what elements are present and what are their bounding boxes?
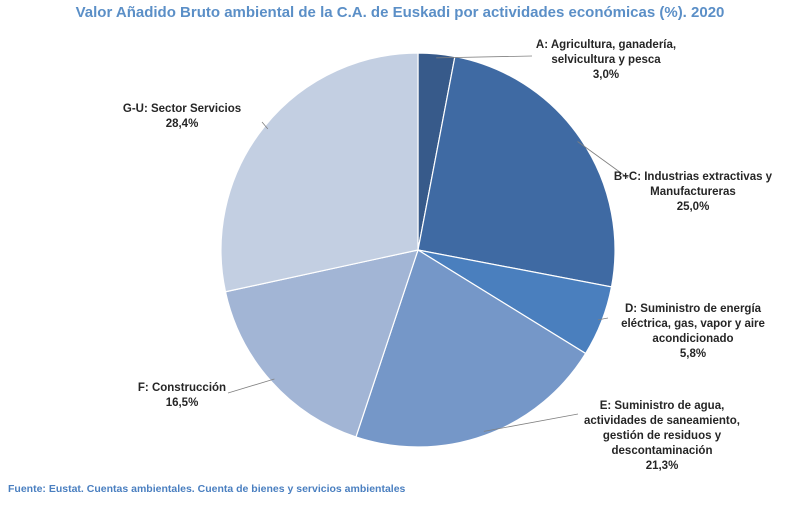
slice-value-label: 3,0% bbox=[593, 69, 619, 81]
slice-label: B+C: Industrias extractivas y Manufacture… bbox=[614, 171, 773, 213]
slice-name-label: E: Suministro de agua, bbox=[600, 400, 725, 412]
slice-name-label: G-U: Sector Servicios bbox=[123, 103, 241, 115]
slice-value-label: 16,5% bbox=[166, 397, 199, 409]
slice-value-label: 21,3% bbox=[646, 460, 679, 472]
pie-slices bbox=[220, 52, 616, 448]
slice-label: G-U: Sector Servicios 28,4% bbox=[123, 103, 241, 130]
slice-name-label: acondicionado bbox=[652, 333, 733, 345]
leader-line bbox=[577, 141, 629, 179]
slice-name-label: D: Suministro de energía bbox=[625, 303, 762, 315]
pie-slice bbox=[224, 249, 419, 438]
slice-label: D: Suministro de energía eléctrica, gas, … bbox=[621, 303, 765, 360]
slice-label: F: Construcción 16,5% bbox=[138, 382, 226, 409]
slice-value-label: 5,8% bbox=[680, 348, 706, 360]
pie-slice bbox=[355, 249, 587, 448]
slice-value-label: 28,4% bbox=[166, 118, 199, 130]
leader-line bbox=[597, 317, 609, 321]
slice-name-label: gestión de residuos y bbox=[603, 430, 722, 442]
slice-name-label: selvicultura y pesca bbox=[551, 54, 661, 66]
slice-labels: A: Agricultura, ganadería, selvicultura y… bbox=[123, 39, 773, 472]
slice-name-label: F: Construcción bbox=[138, 382, 226, 394]
leader-line bbox=[227, 378, 275, 394]
slice-name-label: descontaminación bbox=[612, 445, 713, 457]
slice-label: A: Agricultura, ganadería, selvicultura y… bbox=[536, 39, 676, 81]
leader-line bbox=[483, 413, 579, 432]
slice-name-label: A: Agricultura, ganadería, bbox=[536, 39, 676, 51]
pie-slice bbox=[417, 55, 616, 288]
leader-line bbox=[436, 55, 533, 59]
slice-name-label: Manufactureras bbox=[650, 186, 736, 198]
source-note: Fuente: Eustat. Cuentas ambientales. Cue… bbox=[8, 483, 406, 495]
slice-value-label: 25,0% bbox=[677, 201, 710, 213]
chart-title: Valor Añadido Bruto ambiental de la C.A.… bbox=[75, 4, 725, 21]
pie-slice bbox=[220, 52, 419, 293]
slice-label: E: Suministro de agua, actividades de san… bbox=[584, 400, 740, 472]
slice-name-label: actividades de saneamiento, bbox=[584, 415, 740, 427]
slice-name-label: eléctrica, gas, vapor y aire bbox=[621, 318, 765, 330]
leader-lines bbox=[227, 55, 629, 432]
leader-line bbox=[261, 121, 269, 130]
slice-name-label: B+C: Industrias extractivas y bbox=[614, 171, 773, 183]
